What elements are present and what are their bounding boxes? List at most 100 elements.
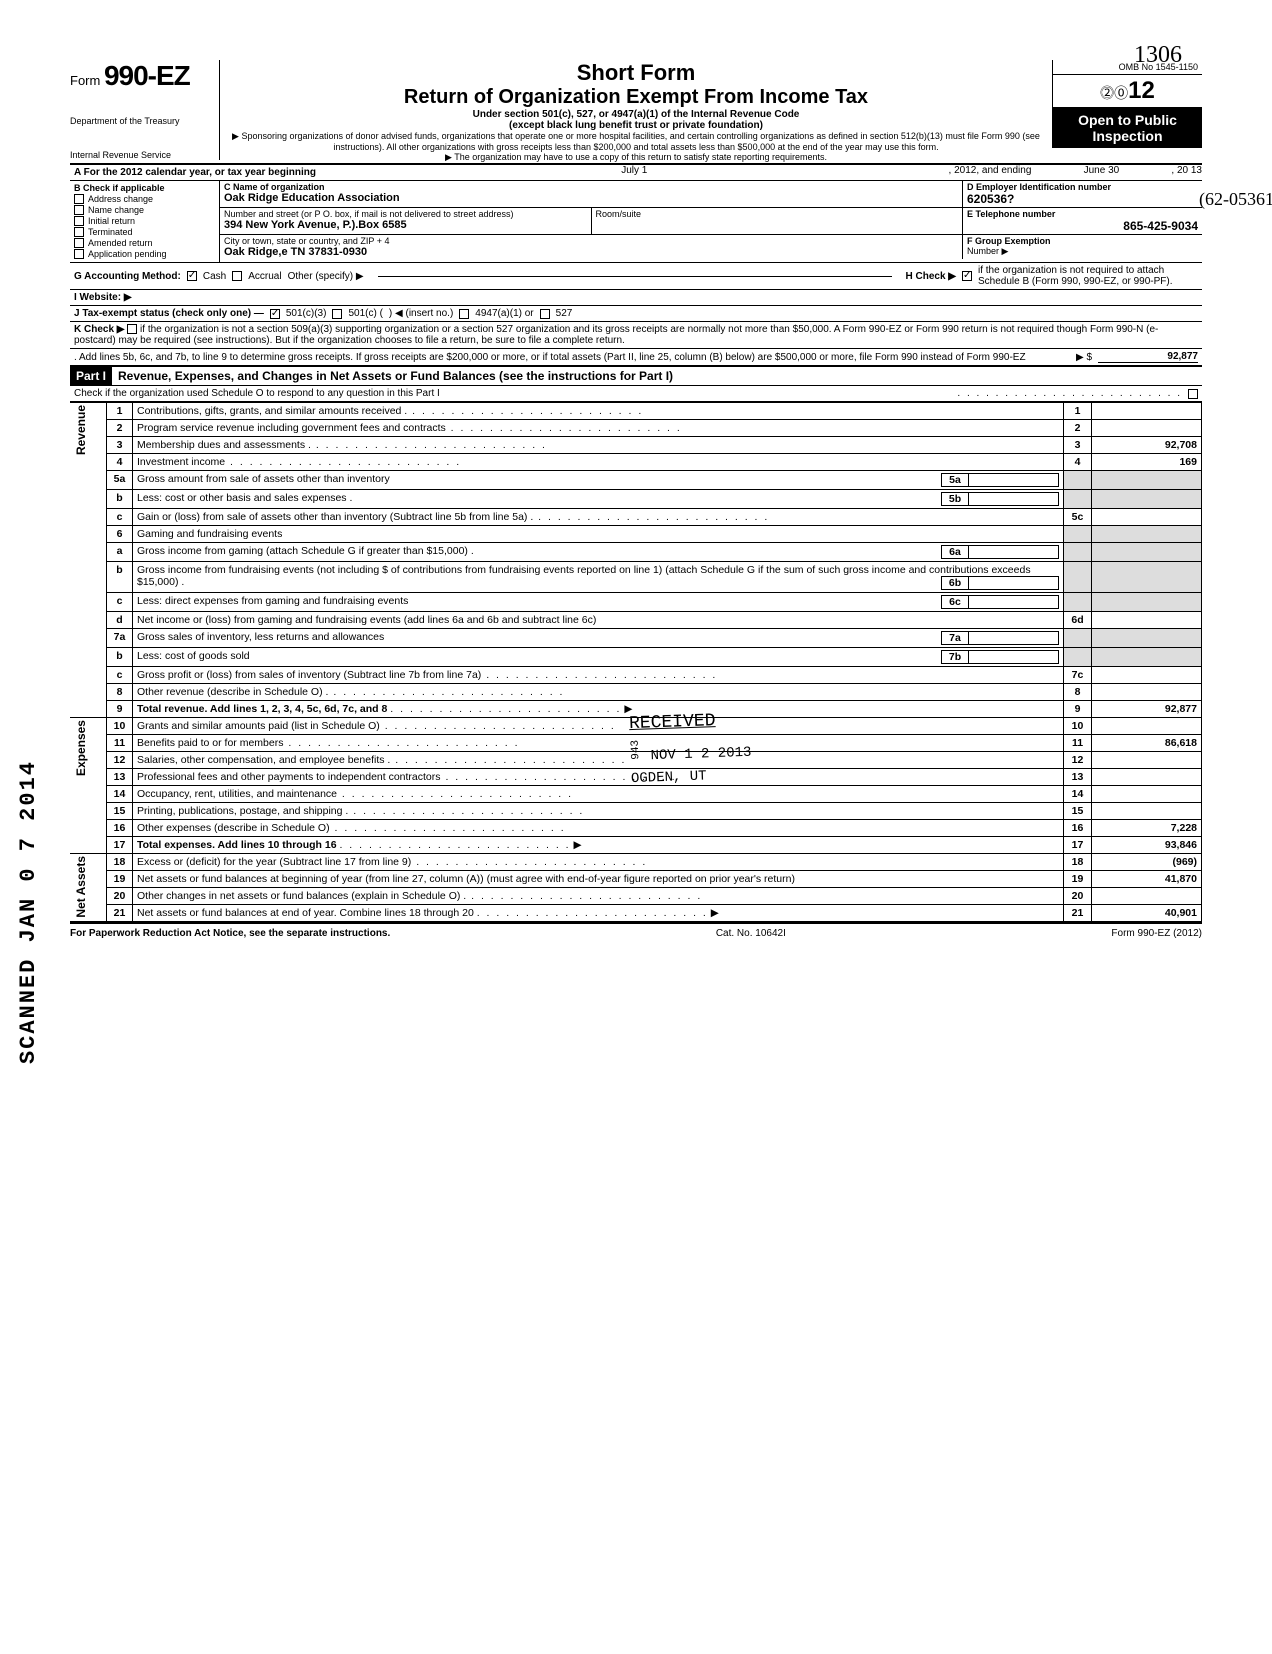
line-6c-desc: Less: direct expenses from gaming and fu… — [133, 593, 1064, 612]
part1-lines-table: Revenue 1Contributions, gifts, grants, a… — [70, 402, 1202, 922]
line-g: G Accounting Method: Cash Accrual Other … — [70, 263, 1202, 290]
footer-cat: Cat. No. 10642I — [716, 928, 786, 939]
cb-527[interactable] — [540, 309, 550, 319]
line-16-amt: 7,228 — [1092, 820, 1202, 837]
revenue-side-label: Revenue — [74, 405, 88, 455]
street-value: 394 New York Avenue, P.).Box 6585 — [224, 219, 587, 231]
netassets-side-label: Net Assets — [74, 856, 88, 918]
line-14-desc: Occupancy, rent, utilities, and maintena… — [133, 786, 1064, 803]
cb-amended[interactable] — [74, 238, 84, 248]
received-stamp: RECEIVED 943 NOV 1 2 2013 OGDEN, UT — [629, 710, 753, 787]
scanned-stamp: SCANNED JAN 0 7 2014 — [16, 760, 41, 1064]
line-5a-desc: Gross amount from sale of assets other t… — [133, 471, 1064, 490]
line-k: K Check ▶ if the organization is not a s… — [70, 322, 1202, 349]
line-5b-desc: Less: cost or other basis and sales expe… — [133, 490, 1064, 509]
room-label: Room/suite — [596, 209, 959, 219]
org-name: Oak Ridge Education Association — [224, 192, 958, 204]
line-20-desc: Other changes in net assets or fund bala… — [133, 888, 1064, 905]
line-11-amt: 86,618 — [1092, 735, 1202, 752]
line-5c-desc: Gain or (loss) from sale of assets other… — [133, 509, 1064, 526]
cb-accrual[interactable] — [232, 271, 242, 281]
c-label: C Name of organization — [224, 182, 958, 192]
h-text: if the organization is not required to a… — [978, 265, 1198, 287]
cb-app-pending[interactable] — [74, 249, 84, 259]
line-7c-desc: Gross profit or (loss) from sales of inv… — [133, 667, 1064, 684]
tax-year: ⓶⓪12 — [1053, 75, 1202, 108]
line-6a-desc: Gross income from gaming (attach Schedul… — [133, 543, 1064, 562]
line-7a-desc: Gross sales of inventory, less returns a… — [133, 629, 1064, 648]
cb-terminated[interactable] — [74, 227, 84, 237]
line-3-amt: 92,708 — [1092, 437, 1202, 454]
street-label: Number and street (or P O. box, if mail … — [224, 209, 587, 219]
e-label: E Telephone number — [967, 209, 1198, 219]
short-form-title: Short Form — [226, 60, 1046, 86]
omb-number: 1306 OMB No 1545-1150 — [1053, 60, 1202, 75]
ein: 620536? — [967, 192, 1014, 206]
cb-501c[interactable] — [332, 309, 342, 319]
line-6-desc: Gaming and fundraising events — [133, 526, 1064, 543]
footer-form: Form 990-EZ (2012) — [1111, 928, 1202, 939]
line-19-desc: Net assets or fund balances at beginning… — [133, 871, 1064, 888]
line-12-desc: Salaries, other compensation, and employ… — [133, 752, 1064, 769]
page-footer: For Paperwork Reduction Act Notice, see … — [70, 922, 1202, 939]
line-j: J Tax-exempt status (check only one) — 5… — [70, 306, 1202, 322]
cb-part1-schedo[interactable] — [1188, 389, 1198, 399]
line-1-amt — [1092, 403, 1202, 420]
footer-left: For Paperwork Reduction Act Notice, see … — [70, 928, 390, 939]
sponsor-text: ▶ Sponsoring organizations of donor advi… — [226, 131, 1046, 152]
open-public-badge: Open to Public Inspection — [1053, 108, 1202, 148]
line-2-desc: Program service revenue including govern… — [133, 420, 1064, 437]
cb-4947[interactable] — [459, 309, 469, 319]
form-number: Form 990-EZ — [70, 60, 211, 92]
form-header: Form 990-EZ Department of the Treasury I… — [70, 60, 1202, 165]
line-18-amt: (969) — [1092, 854, 1202, 871]
line-10-desc: Grants and similar amounts paid (list in… — [133, 718, 1064, 735]
line-4-amt: 169 — [1092, 454, 1202, 471]
line-16-desc: Other expenses (describe in Schedule O) — [133, 820, 1064, 837]
entity-block: B Check if applicable Address change Nam… — [70, 181, 1202, 263]
line-21-amt: 40,901 — [1092, 905, 1202, 922]
city-label: City or town, state or country, and ZIP … — [224, 236, 958, 246]
d-label: D Employer Identification number — [967, 182, 1198, 192]
line-2-amt — [1092, 420, 1202, 437]
subtitle-except: (except black lung benefit trust or priv… — [226, 120, 1046, 131]
col-b-checkboxes: B Check if applicable Address change Nam… — [70, 181, 220, 262]
cb-501c3[interactable] — [270, 309, 280, 319]
line-15-desc: Printing, publications, postage, and shi… — [133, 803, 1064, 820]
ty-end-year: , 20 13 — [1171, 165, 1202, 180]
cb-address-change[interactable] — [74, 194, 84, 204]
ty-end-month: June 30 — [1031, 165, 1171, 180]
dept-treasury: Department of the Treasury — [70, 116, 211, 126]
line-19-amt: 41,870 — [1092, 871, 1202, 888]
line-3-desc: Membership dues and assessments . — [133, 437, 1064, 454]
line-a: A For the 2012 calendar year, or tax yea… — [70, 165, 1202, 181]
f-label2: Number ▶ — [967, 246, 1198, 257]
cb-h[interactable] — [962, 271, 972, 281]
line-21-desc: Net assets or fund balances at end of ye… — [133, 905, 1064, 922]
city-value: Oak Ridge,e TN 37831-0930 — [224, 246, 958, 258]
part1-header: Part I Revenue, Expenses, and Changes in… — [70, 366, 1202, 386]
line-13-desc: Professional fees and other payments to … — [133, 769, 1064, 786]
line-8-desc: Other revenue (describe in Schedule O) . — [133, 684, 1064, 701]
satisfy-text: ▶ The organization may have to use a cop… — [226, 152, 1046, 163]
cb-k[interactable] — [127, 324, 137, 334]
line-4-desc: Investment income — [133, 454, 1064, 471]
cb-cash[interactable] — [187, 271, 197, 281]
expenses-side-label: Expenses — [74, 720, 88, 776]
ty-begin: July 1 — [320, 165, 949, 180]
part1-check-row: Check if the organization used Schedule … — [70, 386, 1202, 402]
subtitle-code: Under section 501(c), 527, or 4947(a)(1)… — [226, 109, 1046, 120]
l-amount: 92,877 — [1098, 351, 1198, 363]
ein-handwritten: (62-0536131 — [1199, 189, 1272, 210]
line-1-desc: Contributions, gifts, grants, and simila… — [133, 403, 1064, 420]
line-9-amt: 92,877 — [1092, 701, 1202, 718]
phone-value: 865-425-9034 — [967, 219, 1198, 233]
line-18-desc: Excess or (deficit) for the year (Subtra… — [133, 854, 1064, 871]
dept-irs: Internal Revenue Service — [70, 150, 211, 160]
line-11-desc: Benefits paid to or for members — [133, 735, 1064, 752]
cb-name-change[interactable] — [74, 205, 84, 215]
handwritten-1306: 1306 — [1134, 42, 1182, 69]
line-6b-desc: Gross income from fundraising events (no… — [133, 562, 1064, 593]
cb-initial-return[interactable] — [74, 216, 84, 226]
line-l: . Add lines 5b, 6c, and 7b, to line 9 to… — [70, 349, 1202, 366]
